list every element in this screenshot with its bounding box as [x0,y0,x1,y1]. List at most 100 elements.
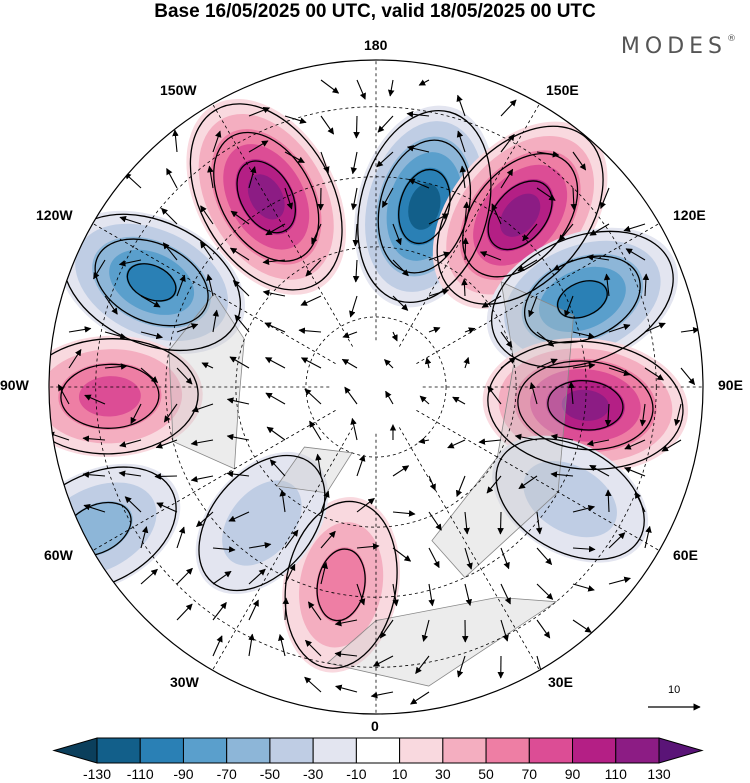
wind-vector [536,358,558,369]
wind-vector [418,437,430,445]
wind-vector [522,223,538,242]
brand-text: MODES [620,34,727,59]
wind-vector [674,403,682,427]
wind-vector [104,363,128,370]
wind-vector-layer [49,79,700,705]
colorbar-tick-label: 50 [478,766,494,782]
colorbar-swatch [312,737,357,764]
wind-vector [57,384,70,405]
wind-vector [605,489,612,513]
wind-vector [68,348,82,369]
wind-vector [262,258,286,266]
colorbar-tick-label: -70 [216,766,237,782]
wind-vector [124,496,142,513]
wind-vector [408,178,430,189]
wind-vector [320,490,330,513]
brand-mark: ® [727,34,736,44]
label-lon-0: 0 [371,718,379,734]
wind-vector [392,547,412,562]
wind-vector [140,295,161,308]
anomaly-fill-ring [408,183,441,230]
wind-vector [104,295,118,315]
wind-vector [190,475,214,483]
colorbar-tick-label: -50 [259,766,281,782]
latitude-circle [95,106,657,668]
wind-vector [463,201,470,225]
wind-vector [356,498,375,513]
wind-vector [140,526,149,549]
wind-vector [479,251,502,261]
wind-vector [644,322,666,333]
map-disk-border [48,59,704,715]
wind-vector [536,151,560,158]
wind-vector [300,357,322,369]
wind-vector [356,543,380,550]
wind-vector [461,278,468,297]
colorbar-swatch [399,737,444,764]
wind-vector [552,259,574,271]
wind-vector [248,107,271,117]
wind-vector [176,274,186,297]
wind-vector [387,79,395,97]
wind-vector [349,295,358,318]
wind-vector [315,453,322,477]
contour-layer [49,103,684,669]
wind-vector [196,511,214,528]
wind-vector [642,273,650,297]
wind-vector [176,567,193,585]
wind-vector [84,394,106,405]
wind-vector [230,210,250,225]
wind-vector [572,583,595,592]
wind-vector [284,529,299,549]
colorbar-tick-label: 10 [391,766,408,782]
wind-vector [201,362,214,369]
wind-vector [212,570,232,585]
wind-vector [500,583,511,605]
wind-vector [376,151,394,168]
wind-vector [305,639,322,657]
wind-vector [550,471,574,478]
wind-vector [176,323,199,333]
colorbar-tick-label: 110 [604,766,627,782]
wind-vector [162,242,178,261]
wind-vector [603,273,611,297]
wind-vector [456,94,466,117]
wind-vector [500,168,514,189]
wind-vector [608,576,631,585]
wind-vector [608,323,631,333]
wind-vector [536,331,555,347]
wind-vector [176,526,186,549]
wind-vector [298,327,322,334]
wind-vector [428,547,440,569]
wind-vector [500,547,510,570]
vector-scale-label: 10 [668,684,681,696]
wind-vector [385,390,394,405]
wind-vector [428,326,441,333]
latitude-circle [305,316,447,458]
colorbar-tick-label: -30 [303,766,324,782]
wind-vector [491,203,502,225]
wind-vector [410,691,430,705]
wind-vector [228,511,250,522]
wind-vector [232,280,250,297]
anomaly-fill-ring [315,547,367,623]
wind-vector [418,79,430,86]
wind-vector [500,357,517,369]
meridian-line [92,223,336,364]
wind-vector [599,187,610,210]
wind-vector [266,426,286,441]
label-lon-30e: 30E [548,674,573,690]
wind-vector [464,547,473,570]
wind-vector [356,79,366,100]
wind-vector [320,561,328,585]
wind-vector [234,314,250,333]
colorbar-swatch [52,737,98,764]
wind-vector [262,289,286,297]
colorbar-swatch [355,737,401,764]
wind-vector [265,357,286,369]
wind-vector [406,110,430,118]
wind-vector [464,327,476,334]
wind-vector [166,168,178,189]
label-lon-90w: 90W [0,377,29,393]
wind-vector [212,130,222,153]
